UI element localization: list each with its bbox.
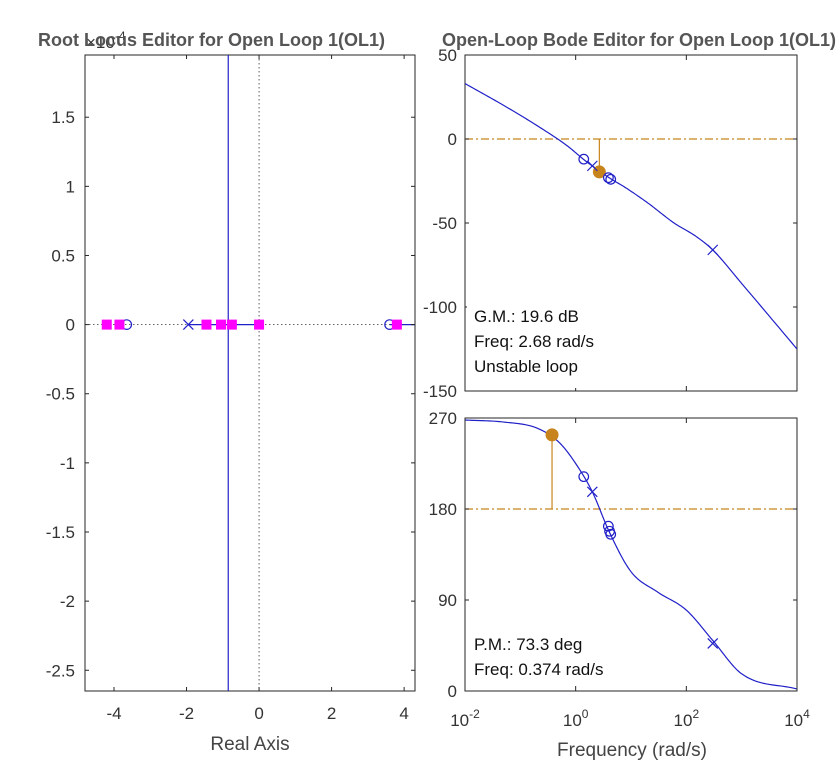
y-tick-label: -0.5	[46, 385, 75, 404]
y-tick-label: 90	[438, 591, 457, 610]
compensator-zero	[605, 528, 617, 540]
bode-xlabel: Frequency (rad/s)	[557, 740, 707, 761]
x-tick-label: 4	[399, 704, 408, 723]
closed-loop-pole	[215, 319, 226, 330]
compensator-pole	[586, 486, 598, 498]
y-tick-label: -150	[423, 382, 457, 401]
y-tick-label: 0	[448, 130, 457, 149]
x-tick-label: 0	[254, 704, 263, 723]
y-tick-label: -50	[432, 214, 457, 233]
compensator-zero	[578, 153, 590, 165]
y-tick-label: -1.5	[46, 523, 75, 542]
bode-phase-axes: 270 180 90 0 10-2 100 102 104 P.M.: 73.3 deg Fr…	[429, 409, 810, 761]
gain-margin-info: G.M.: 19.6 dB Freq: 2.68 rad/s Unstable …	[467, 298, 617, 388]
root-locus-axes: -4 -2 0 2 4 -2.5 -2 -1.5 -1 -0.5 0 0.5 1 1.5 ×10-4 Re…	[46, 29, 416, 755]
x-tick-label: 10-2	[450, 707, 480, 730]
x-tick-label: 102	[674, 707, 700, 730]
x-tick-label: 2	[327, 704, 336, 723]
closed-loop-pole	[201, 319, 212, 330]
y-tick-label: -1	[60, 454, 75, 473]
y-tick-label: 1.5	[51, 108, 75, 127]
y-tick-label: 0	[448, 682, 457, 701]
y-tick-label: 50	[438, 46, 457, 65]
x-tick-label: 104	[784, 707, 810, 730]
compensator-zero	[578, 471, 590, 483]
closed-loop-pole	[101, 319, 112, 330]
y-tick-label: 180	[429, 500, 457, 519]
phase-margin-freq-text: Freq: 0.374 rad/s	[474, 660, 603, 679]
root-locus-title: Root Locus Editor for Open Loop 1(OL1)	[38, 30, 385, 50]
x-tick-label: -2	[179, 704, 194, 723]
compensator-zero	[605, 173, 617, 185]
y-tick-label: 270	[429, 409, 457, 428]
y-tick-label: -2.5	[46, 661, 75, 680]
x-tick-label: 100	[563, 707, 589, 730]
compensator-pole	[707, 638, 719, 649]
x-tick-label: -4	[106, 704, 121, 723]
y-tick-label: -100	[423, 298, 457, 317]
phase-margin-info: P.M.: 73.3 deg Freq: 0.374 rad/s	[467, 628, 617, 686]
y-tick-label: 0.5	[51, 246, 75, 265]
stability-text: Unstable loop	[474, 357, 578, 376]
closed-loop-pole	[114, 319, 125, 330]
compensator-zero	[602, 172, 614, 184]
gain-margin-freq-text: Freq: 2.68 rad/s	[474, 332, 594, 351]
open-loop-pole	[182, 319, 194, 331]
gain-margin-text: G.M.: 19.6 dB	[474, 307, 579, 326]
root-locus-plot-area[interactable]	[84, 54, 416, 692]
y-tick-label: -2	[60, 592, 75, 611]
y-tick-label: 0	[66, 316, 75, 335]
closed-loop-pole	[391, 319, 402, 330]
closed-loop-pole	[254, 319, 265, 330]
bode-title: Open-Loop Bode Editor for Open Loop 1(OL…	[442, 30, 836, 50]
root-locus-exponent: ×10-4	[86, 29, 126, 52]
compensator-pole	[586, 160, 598, 172]
y-tick-label: 1	[66, 177, 75, 196]
closed-loop-pole	[226, 319, 237, 330]
bode-magnitude-axes: 50 0 -50 -100 -150 G.M.: 19.6 dB Freq: 2.68 …	[423, 46, 798, 401]
compensator-zero	[602, 520, 614, 532]
margin-marker	[545, 428, 559, 442]
compensator-pole	[707, 244, 719, 256]
root-locus-xlabel: Real Axis	[210, 734, 289, 755]
phase-margin-text: P.M.: 73.3 deg	[474, 635, 582, 654]
margin-marker	[592, 165, 606, 179]
